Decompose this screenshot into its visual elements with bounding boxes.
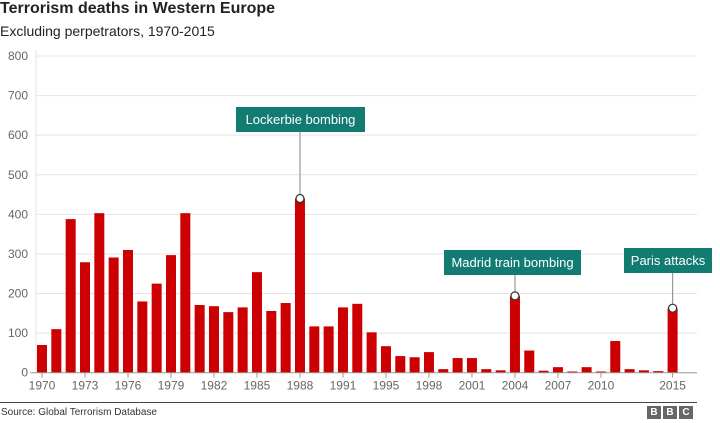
bar-2014 — [653, 371, 664, 373]
bar-2008 — [567, 371, 578, 373]
y-tick-label: 700 — [8, 89, 28, 103]
bar-2000 — [452, 358, 463, 373]
logo-letter: B — [647, 406, 661, 419]
bar-2001 — [466, 358, 477, 373]
bar-1975 — [108, 257, 119, 373]
y-tick-label: 800 — [8, 49, 28, 63]
y-tick-label: 300 — [8, 247, 28, 261]
annotation-label: Madrid train bombing — [451, 255, 573, 270]
logo-letter: C — [679, 406, 693, 419]
bar-1983 — [223, 312, 234, 373]
bar-1989 — [309, 326, 320, 373]
x-tick-label: 1976 — [115, 379, 142, 393]
bar-1973 — [79, 262, 90, 373]
bar-1978 — [151, 283, 162, 373]
bar-1970 — [37, 344, 47, 373]
bar-1986 — [266, 310, 277, 373]
y-tick-label: 200 — [8, 287, 28, 301]
bar-2003 — [495, 370, 506, 373]
x-tick-label: 1973 — [72, 379, 99, 393]
source-note: Source: Global Terrorism Database — [1, 407, 157, 418]
bar-1999 — [438, 369, 449, 373]
x-tick-label: 2004 — [502, 379, 529, 393]
y-tick-label: 0 — [21, 366, 28, 380]
annotation-label: Paris attacks — [631, 253, 706, 268]
bar-2009 — [581, 367, 592, 373]
bar-2005 — [524, 350, 535, 373]
bar-1988 — [294, 198, 305, 373]
logo-letter: B — [663, 406, 677, 419]
bar-2006 — [538, 370, 549, 373]
bar-2010 — [595, 371, 606, 373]
bar-1977 — [137, 301, 148, 373]
bar-1985 — [251, 272, 262, 373]
footer-divider — [0, 402, 697, 403]
bar-1994 — [366, 332, 377, 373]
x-tick-label: 1995 — [373, 379, 400, 393]
bar-1995 — [380, 346, 391, 373]
x-tick-label: 2001 — [459, 379, 486, 393]
bar-2002 — [481, 369, 492, 373]
x-tick-label: 1991 — [330, 379, 357, 393]
x-tick-label: 2015 — [659, 379, 686, 393]
x-tick-label: 1982 — [201, 379, 228, 393]
bar-2012 — [624, 369, 635, 373]
bar-1982 — [208, 306, 219, 373]
bar-2013 — [638, 370, 649, 373]
bar-1976 — [122, 249, 133, 373]
annotation-marker — [295, 193, 305, 204]
annotation-box — [444, 250, 581, 275]
y-tick-label: 400 — [8, 207, 28, 221]
bar-1997 — [409, 357, 420, 373]
annotation-box — [624, 248, 712, 273]
bar-chart: 0 100 200 300 400 500 600 700 800 1970 1973 1976 197… — [8, 49, 712, 393]
y-tick-label: 600 — [8, 128, 28, 142]
bar-1981 — [194, 305, 205, 373]
annotation-marker — [667, 303, 678, 313]
x-tick-label: 1998 — [416, 379, 443, 393]
bar-1984 — [237, 307, 248, 373]
bar-1979 — [165, 255, 176, 373]
x-tick-label: 1985 — [244, 379, 271, 393]
bar-1992 — [352, 303, 363, 373]
bar-1990 — [323, 326, 334, 373]
x-tick-label: 1970 — [29, 379, 56, 393]
bbc-logo: B B C — [647, 406, 693, 419]
annotation-marker — [510, 291, 520, 301]
x-tick-label: 1988 — [287, 379, 314, 393]
x-tick-label: 1979 — [158, 379, 185, 393]
annotation-label: Lockerbie bombing — [246, 112, 356, 127]
bar-2011 — [610, 341, 621, 373]
bar-1987 — [280, 303, 291, 373]
x-tick-label: 2007 — [545, 379, 572, 393]
bar-1974 — [94, 213, 105, 373]
annotation-box — [236, 107, 365, 132]
bar-1991 — [337, 307, 348, 373]
x-tick-label: 2010 — [588, 379, 615, 393]
bar-1998 — [423, 352, 434, 373]
y-tick-label: 500 — [8, 168, 28, 182]
bar-2007 — [552, 367, 563, 373]
chart-title: Terrorism deaths in Western Europe — [0, 0, 276, 17]
bar-2004 — [509, 295, 520, 373]
y-tick-label: 100 — [8, 326, 28, 340]
bar-1972 — [65, 219, 76, 373]
bar-2015 — [667, 308, 678, 373]
bar-1980 — [180, 213, 191, 373]
bar-1996 — [395, 356, 406, 373]
chart-subtitle: Excluding perpetrators, 1970-2015 — [0, 23, 215, 39]
bar-1971 — [51, 329, 62, 373]
